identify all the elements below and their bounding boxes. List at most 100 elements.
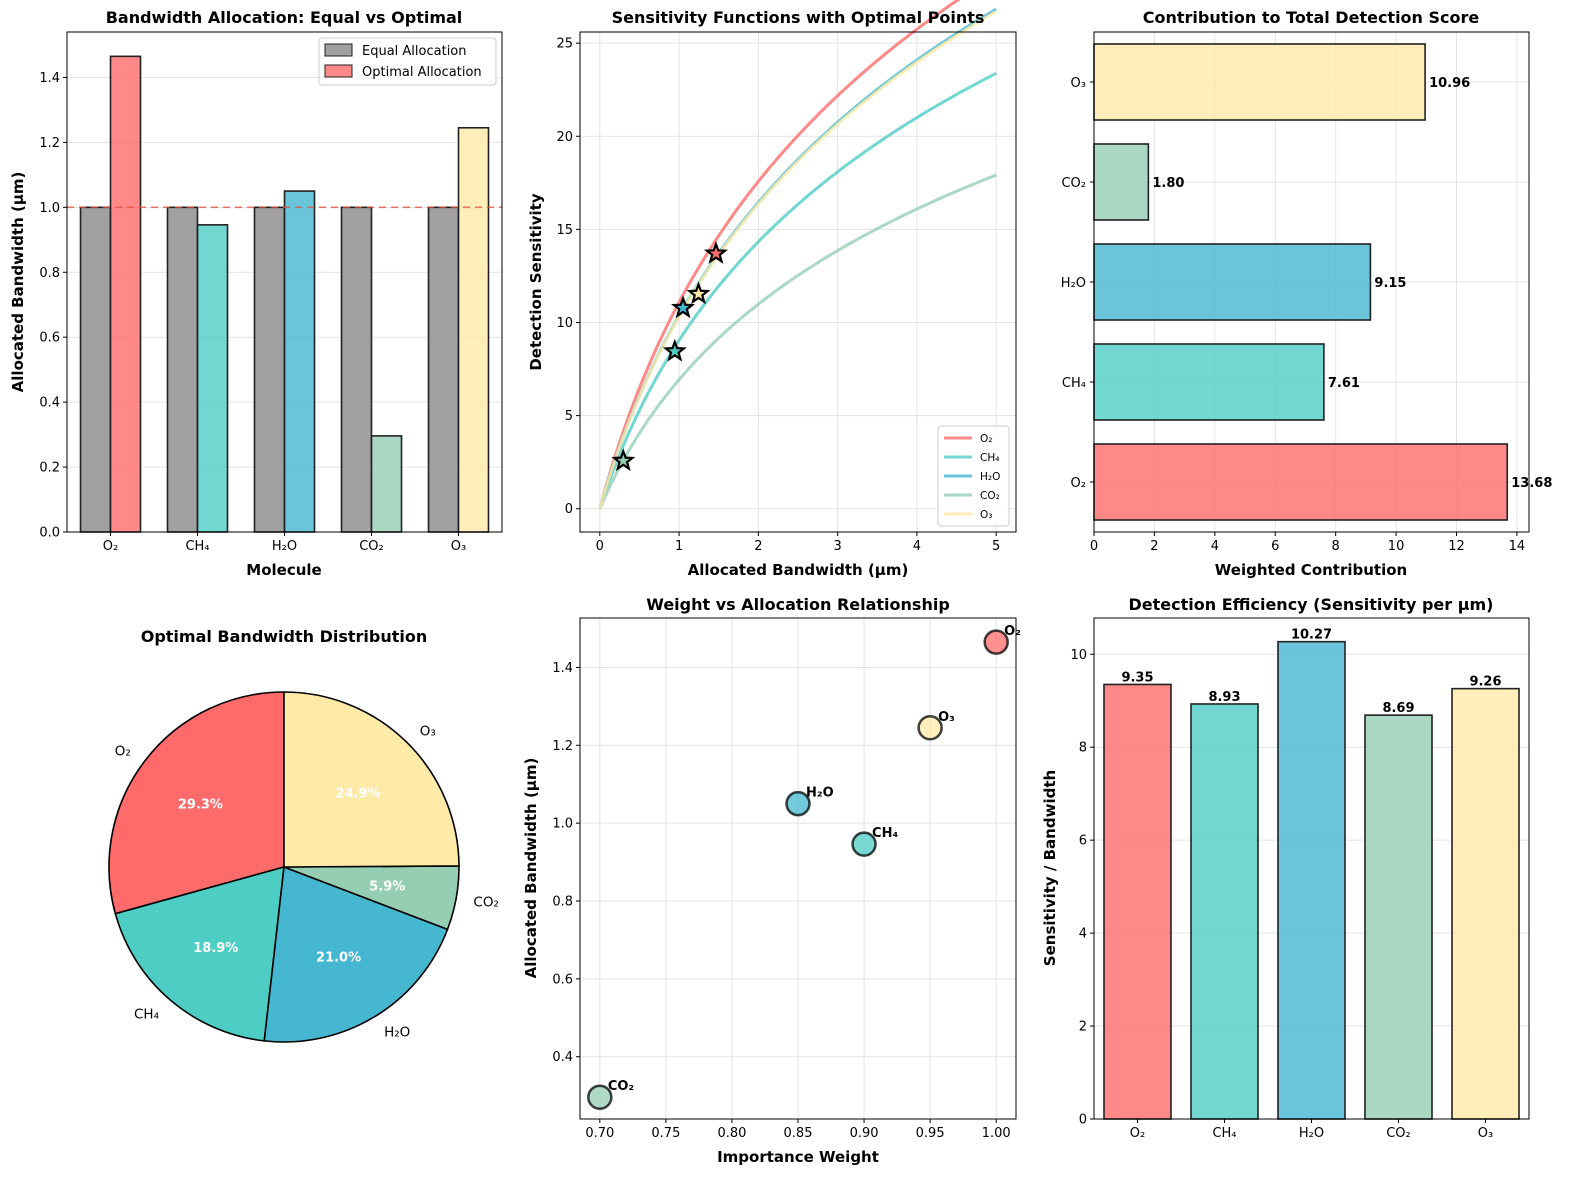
bar-value-label: 9.26	[1469, 675, 1501, 690]
bar-value-label: 1.80	[1152, 176, 1184, 191]
x-tick-label: H₂O	[272, 539, 297, 554]
legend-label: O₂	[980, 433, 992, 445]
distribution-chart: 29.3% O₂ 18.9% CH₄ 21.0% H₂O 5.9% CO₂ 24.9% O₃ Opt…	[108, 627, 499, 1043]
y-axis-label: Sensitivity / Bandwidth	[1041, 770, 1059, 966]
y-tick-label: 0	[565, 502, 573, 517]
y-tick-label: 0.0	[39, 526, 60, 541]
x-tick-label: 0	[596, 539, 604, 554]
y-tick-label: 0.6	[552, 972, 573, 987]
x-tick-label: O₃	[1478, 1126, 1493, 1141]
x-axis-label: Weighted Contribution	[1215, 561, 1407, 579]
optimal-point-marker	[611, 448, 636, 472]
pie-category-label: H₂O	[384, 1024, 410, 1040]
y-tick-label: O₂	[1071, 476, 1086, 491]
x-tick-label: 2	[754, 539, 762, 554]
bar-value-label: 9.35	[1121, 670, 1153, 685]
legend-label: O₃	[980, 509, 992, 521]
contribution-bar	[1093, 143, 1150, 221]
pie-percent-label: 21.0%	[316, 951, 361, 966]
chart-title: Detection Efficiency (Sensitivity per μm…	[1129, 595, 1494, 614]
x-tick-label: 14	[1509, 539, 1526, 554]
contribution-chart: 0 2 4 6 8 10 12 14 13.68 O₂ 7.61 CH₄ 9.15 H₂O 1.80 CO₂ 1…	[1061, 8, 1553, 579]
contribution-bar	[1093, 43, 1426, 121]
y-axis-label: Allocated Bandwidth (μm)	[522, 758, 540, 979]
bar-optimal	[370, 435, 403, 533]
y-tick-label: 4	[1079, 927, 1087, 942]
axes-frame	[579, 617, 1017, 1120]
efficiency-bar	[1103, 683, 1172, 1120]
bar-value-label: 9.15	[1374, 276, 1406, 291]
y-tick-label: 10	[1070, 648, 1087, 663]
sensitivity-chart: 0 1 2 3 4 5 0 5 10 15 20 25 O₂ CH₄ H₂O CO₂ O₃ Sensitivity…	[527, 0, 1017, 579]
scatter-point	[587, 1084, 613, 1110]
legend-label: CH₄	[980, 452, 999, 464]
legend-label: CO₂	[980, 490, 1000, 502]
pie-percent-label: 29.3%	[178, 797, 223, 812]
bar-equal	[340, 206, 373, 533]
bar-value-label: 8.93	[1208, 690, 1240, 705]
x-tick-label: 6	[1271, 539, 1279, 554]
x-tick-label: 1	[675, 539, 683, 554]
chart-title: Bandwidth Allocation: Equal vs Optimal	[106, 8, 463, 27]
sensitivity-curve	[598, 10, 997, 510]
x-tick-label: CH₄	[1212, 1126, 1236, 1141]
y-tick-label: 1.0	[552, 817, 573, 832]
y-tick-label: 0	[1079, 1113, 1087, 1128]
scatter-point	[851, 831, 877, 857]
x-tick-label: O₃	[451, 539, 466, 554]
pie-percent-label: 5.9%	[369, 880, 405, 895]
y-tick-label: CO₂	[1061, 176, 1086, 191]
x-tick-label: O₂	[103, 539, 118, 554]
point-label: CO₂	[608, 1079, 634, 1094]
x-tick-label: 12	[1448, 539, 1465, 554]
efficiency-bar	[1451, 687, 1520, 1120]
axes-frame	[66, 31, 503, 533]
pie-slice	[114, 865, 285, 1042]
efficiency-bar	[1364, 714, 1433, 1120]
y-tick-label: 5	[565, 409, 573, 424]
weight-vs-allocation-chart: 0.70 0.75 0.80 0.85 0.90 0.95 1.00 0.4 0.6 0.8 1.0…	[522, 595, 1021, 1166]
axes-frame	[579, 31, 1017, 533]
legend-box	[937, 425, 1010, 527]
y-tick-label: 2	[1079, 1020, 1087, 1035]
x-tick-label: 4	[913, 539, 921, 554]
y-tick-label: 8	[1079, 741, 1087, 756]
scatter-point	[785, 790, 811, 817]
x-tick-label: 0.90	[850, 1126, 879, 1141]
legend-label: H₂O	[980, 471, 1000, 483]
y-tick-label: H₂O	[1061, 276, 1086, 291]
y-axis-label: Detection Sensitivity	[527, 193, 545, 371]
x-tick-label: CO₂	[1386, 1126, 1411, 1141]
x-tick-label: 0.85	[784, 1126, 813, 1141]
sensitivity-curve	[598, 7, 997, 510]
scatter-point	[917, 715, 943, 741]
pie-percent-label: 24.9%	[335, 787, 380, 802]
x-tick-label: CO₂	[359, 539, 384, 554]
chart-title: Optimal Bandwidth Distribution	[141, 627, 428, 646]
legend-swatch	[324, 43, 353, 57]
bar-value-label: 8.69	[1382, 701, 1414, 716]
y-tick-label: 0.4	[552, 1050, 573, 1065]
point-label: O₂	[1004, 624, 1021, 639]
bar-optimal	[283, 190, 316, 533]
chart-title: Contribution to Total Detection Score	[1143, 8, 1480, 27]
point-label: O₃	[938, 710, 955, 725]
y-tick-label: 10	[556, 316, 573, 331]
bar-optimal	[196, 224, 229, 533]
pie-slice	[263, 865, 449, 1043]
bar-value-label: 13.68	[1511, 476, 1552, 491]
optimal-point-marker	[686, 281, 711, 305]
optimal-point-marker	[671, 295, 696, 319]
y-tick-label: 1.4	[552, 661, 573, 676]
y-tick-label: CH₄	[1062, 376, 1086, 391]
optimal-point-marker	[662, 338, 687, 362]
y-tick-label: 0.8	[39, 266, 60, 281]
pie-category-label: O₃	[420, 724, 436, 740]
x-tick-label: 0.80	[717, 1126, 746, 1141]
x-tick-label: 0.75	[651, 1126, 680, 1141]
y-tick-label: 1.2	[552, 739, 573, 754]
x-tick-label: 0.95	[916, 1126, 945, 1141]
optimal-point-marker	[703, 240, 728, 264]
y-tick-label: 25	[556, 37, 573, 52]
pie-category-label: CO₂	[473, 894, 498, 910]
